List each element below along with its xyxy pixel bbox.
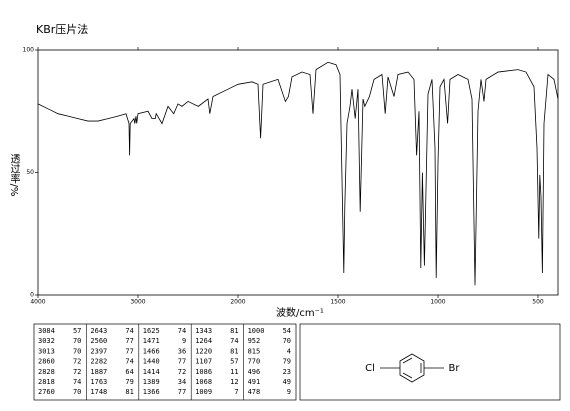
peak-transmittance: 9	[287, 388, 291, 396]
peak-table-box	[33, 323, 297, 401]
peak-transmittance: 81	[125, 388, 133, 396]
peak-transmittance: 81	[230, 347, 238, 355]
peak-wavenumber: 1068	[195, 378, 212, 386]
peak-wavenumber: 3084	[38, 327, 55, 335]
peak-wavenumber: 478	[248, 388, 261, 396]
peak-transmittance: 70	[73, 337, 81, 345]
spectrum-line	[37, 61, 559, 286]
peak-wavenumber: 1887	[90, 368, 107, 376]
atom-label: Cl	[365, 363, 375, 374]
atom-label: Br	[449, 363, 461, 374]
peak-transmittance: 36	[178, 347, 186, 355]
peak-wavenumber: 2282	[90, 358, 107, 366]
peak-transmittance: 11	[230, 368, 238, 376]
peak-transmittance: 74	[230, 337, 238, 345]
x-tick-label: 3000	[130, 299, 145, 306]
peak-transmittance: 74	[125, 358, 133, 366]
peak-transmittance: 77	[178, 388, 186, 396]
peak-transmittance: 7	[234, 388, 238, 396]
peak-transmittance: 72	[178, 368, 186, 376]
peak-transmittance: 64	[125, 368, 133, 376]
peak-wavenumber: 1107	[195, 358, 212, 366]
peak-transmittance: 77	[125, 347, 133, 355]
peak-wavenumber: 2760	[38, 388, 55, 396]
peak-transmittance: 57	[230, 358, 238, 366]
peak-wavenumber: 1414	[143, 368, 160, 376]
peak-wavenumber: 491	[248, 378, 261, 386]
x-axis-label: 波数/cm⁻¹	[276, 306, 324, 319]
peak-transmittance: 81	[230, 327, 238, 335]
structure-box	[299, 323, 561, 401]
peak-wavenumber: 952	[248, 337, 261, 345]
peak-wavenumber: 1264	[195, 337, 212, 345]
y-tick-label: 100	[23, 47, 35, 54]
peak-transmittance: 12	[230, 378, 238, 386]
peak-transmittance: 23	[283, 368, 291, 376]
peak-transmittance: 72	[73, 368, 81, 376]
benzene-ring	[380, 353, 444, 383]
peak-wavenumber: 1389	[143, 378, 160, 386]
peak-wavenumber: 2643	[90, 327, 107, 335]
peak-transmittance: 9	[182, 337, 186, 345]
peak-wavenumber: 2818	[38, 378, 55, 386]
peak-transmittance: 74	[178, 327, 186, 335]
peak-transmittance: 4	[287, 347, 291, 355]
peak-wavenumber: 496	[248, 368, 261, 376]
peak-wavenumber: 2560	[90, 337, 107, 345]
peak-wavenumber: 2860	[38, 358, 55, 366]
peak-transmittance: 34	[178, 378, 186, 386]
peak-wavenumber: 3032	[38, 337, 55, 345]
peak-wavenumber: 2397	[90, 347, 107, 355]
peak-transmittance: 70	[73, 347, 81, 355]
peak-wavenumber: 1440	[143, 358, 160, 366]
peak-wavenumber: 1086	[195, 368, 212, 376]
peak-transmittance: 54	[283, 327, 291, 335]
peak-wavenumber: 2828	[38, 368, 55, 376]
peak-wavenumber: 1366	[143, 388, 160, 396]
peak-transmittance: 74	[73, 378, 81, 386]
peak-transmittance: 70	[283, 337, 291, 345]
peak-transmittance: 49	[283, 378, 291, 386]
peak-transmittance: 77	[125, 337, 133, 345]
peak-wavenumber: 770	[248, 358, 261, 366]
peak-wavenumber: 1220	[195, 347, 212, 355]
y-tick-label: 0	[30, 292, 34, 299]
y-tick-label: 50	[26, 169, 34, 176]
peak-wavenumber: 1343	[195, 327, 212, 335]
peak-wavenumber: 815	[248, 347, 261, 355]
peak-transmittance: 77	[178, 358, 186, 366]
peak-wavenumber: 1000	[248, 327, 265, 335]
peak-wavenumber: 1748	[90, 388, 107, 396]
peak-transmittance: 57	[73, 327, 81, 335]
peak-transmittance: 79	[283, 358, 291, 366]
peak-wavenumber: 3013	[38, 347, 55, 355]
x-tick-label: 1500	[330, 299, 345, 306]
peak-wavenumber: 1763	[90, 378, 107, 386]
x-tick-label: 4000	[30, 299, 45, 306]
peak-transmittance: 70	[73, 388, 81, 396]
page-title: KBr压片法	[36, 22, 88, 36]
peak-wavenumber: 1625	[143, 327, 160, 335]
peak-transmittance: 79	[125, 378, 133, 386]
x-tick-label: 500	[532, 299, 544, 306]
x-tick-label: 2000	[230, 299, 245, 306]
peak-transmittance: 74	[125, 327, 133, 335]
y-axis-label: 透过率/%	[8, 153, 20, 196]
peak-transmittance: 72	[73, 358, 81, 366]
peak-wavenumber: 1466	[143, 347, 160, 355]
peak-wavenumber: 1471	[143, 337, 160, 345]
peak-wavenumber: 1009	[195, 388, 212, 396]
x-tick-label: 1000	[430, 299, 445, 306]
